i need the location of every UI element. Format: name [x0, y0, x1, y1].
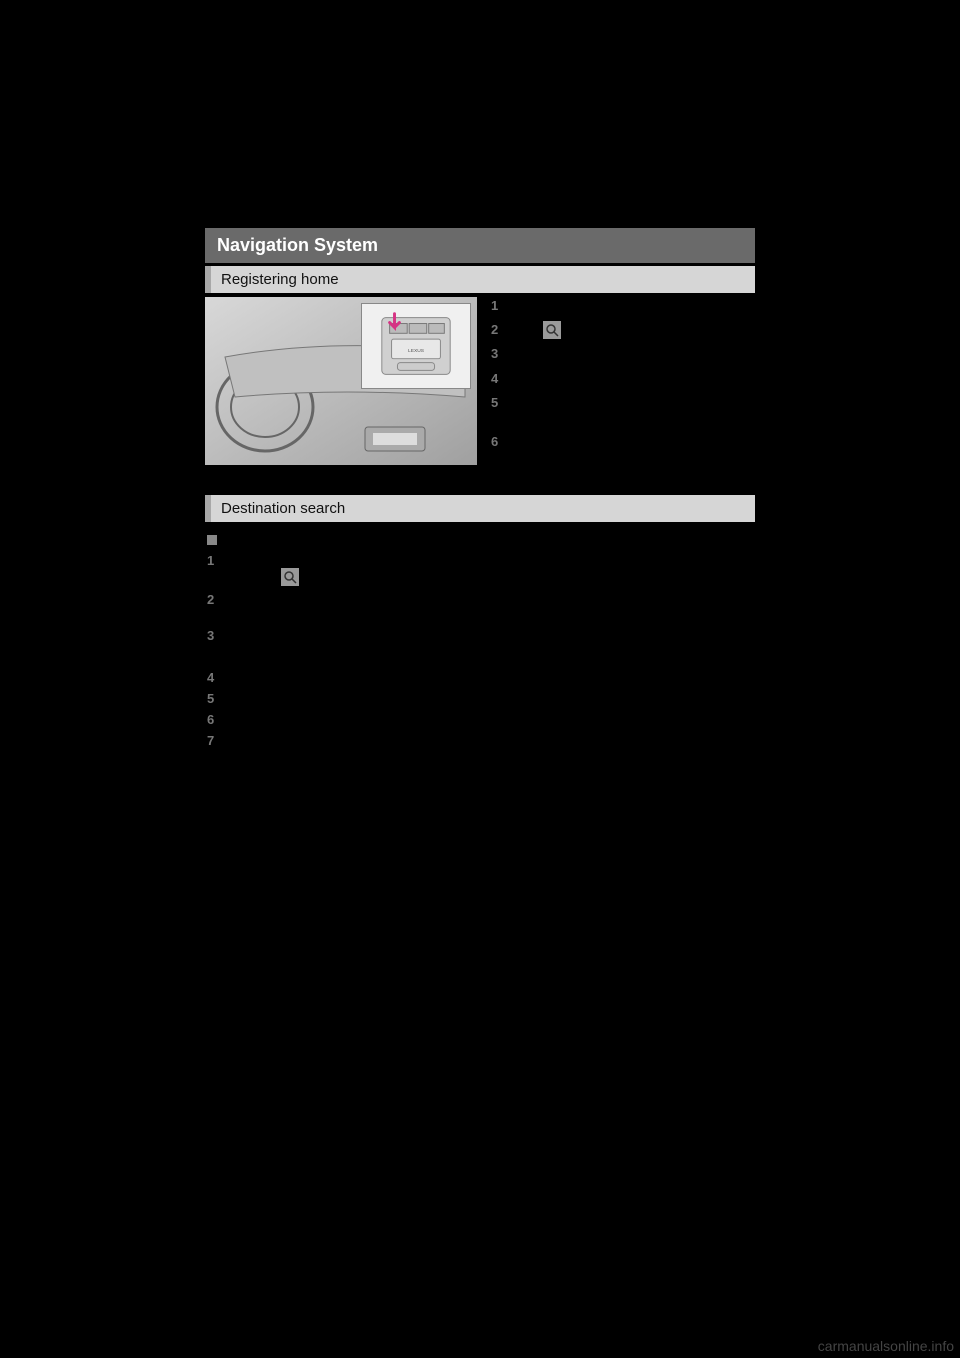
step-line2-suffix: on the menu screen. — [301, 569, 400, 583]
step-text: Press the "MENU" button on the Remote To… — [225, 553, 755, 586]
step-text: There are different kinds of methods to … — [509, 394, 755, 428]
dashboard-photo: LEXUS — [205, 297, 477, 465]
step-number: 5 — [207, 691, 225, 706]
step-item: 3 Select "Home". — [491, 345, 755, 363]
step-number: 4 — [491, 370, 509, 388]
step-number: 1 — [491, 297, 509, 315]
step-number: 3 — [207, 628, 225, 643]
nav-system-banner: Navigation System — [205, 228, 755, 263]
step-item: 1 Press the "MENU" button on the Remote … — [207, 553, 755, 586]
step-text: Select "OK", then start driving. — [225, 670, 755, 685]
section-a-steps: 1 Press the "MENU" button on the Remote … — [491, 297, 755, 465]
remote-touch-closeup: LEXUS — [362, 304, 470, 388]
step-text — [225, 733, 755, 748]
step-item: 7 — [207, 733, 755, 748]
search-icon — [543, 321, 561, 339]
step-text: Select "Go". — [225, 628, 755, 643]
section-b-content: Address search 1 Press the "MENU" button… — [205, 534, 755, 748]
watermark: carmanualsonline.info — [818, 1338, 954, 1354]
step-item: Select "Go to" to when the desired route… — [225, 649, 755, 664]
destination-search-banner: Destination search — [205, 495, 755, 522]
step-text: There are different kinds of methods to … — [225, 592, 755, 622]
step-prefix: Select — [509, 322, 541, 336]
section-a-content: LEXUS 1 Press the "MENU" button on the R… — [205, 297, 755, 465]
page-container: Navigation System Registering home — [205, 228, 755, 754]
step-text: Select on the menu screen. — [509, 321, 755, 339]
search-icon — [281, 568, 299, 586]
step-number: 5 — [491, 394, 509, 428]
step-text: Guidance to the destination is displayed… — [225, 691, 755, 706]
step-number: 2 — [491, 321, 509, 339]
step-line1: Press the "MENU" button on the Remote To… — [225, 553, 479, 567]
step-number: 7 — [207, 733, 225, 748]
step-item: 2 Select on the menu screen. — [491, 321, 755, 339]
step-item: 6 Select "Enter". — [491, 433, 755, 451]
address-search-heading: Address search — [207, 534, 755, 549]
step-text: Select "Go to" to when the desired route… — [225, 649, 755, 664]
step-text: Select "Home". — [509, 345, 755, 363]
step-item: 5 There are different kinds of methods t… — [491, 394, 755, 428]
step-text: Select "Yes". — [509, 370, 755, 388]
step-text: Press the "MENU" button on the Remote To… — [509, 297, 755, 315]
registering-home-banner: Registering home — [205, 266, 755, 293]
step-item: 3 Select "Go". — [207, 628, 755, 643]
step-number: 3 — [491, 345, 509, 363]
step-number: 1 — [207, 553, 225, 586]
step-number: 6 — [491, 433, 509, 451]
step-item: 4 Select "OK", then start driving. — [207, 670, 755, 685]
step-item: 1 Press the "MENU" button on the Remote … — [491, 297, 755, 315]
square-bullet-icon — [207, 535, 217, 545]
step-number: 4 — [207, 670, 225, 685]
step-item: 5 Guidance to the destination is display… — [207, 691, 755, 706]
step-line2-prefix: then select — [225, 569, 279, 583]
step-number: 6 — [207, 712, 225, 727]
remote-touch-inset: LEXUS — [361, 303, 471, 389]
step-item: 4 Select "Yes". — [491, 370, 755, 388]
step-number: 2 — [207, 592, 225, 622]
heading-text: Address search — [221, 534, 299, 548]
svg-text:LEXUS: LEXUS — [408, 348, 425, 354]
step-text — [225, 712, 755, 727]
step-text: Select "Enter". — [509, 433, 755, 451]
step-item: 2 There are different kinds of methods t… — [207, 592, 755, 622]
step-suffix: on the menu screen. — [563, 322, 662, 336]
step-item: 6 — [207, 712, 755, 727]
